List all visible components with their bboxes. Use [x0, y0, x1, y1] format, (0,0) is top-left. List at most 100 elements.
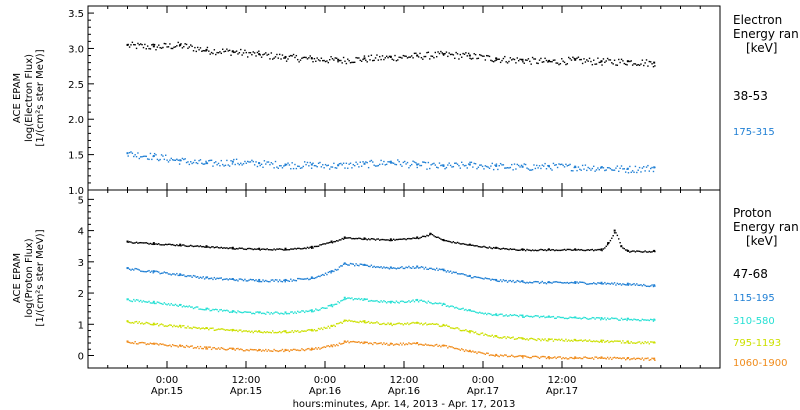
data-dot: [580, 281, 582, 284]
data-dot: [176, 325, 178, 327]
data-dot: [266, 331, 268, 333]
data-dot: [263, 248, 266, 251]
data-dot: [402, 324, 405, 326]
electron-ylabel-line-3: [1/(cm²s ster MeV)]: [35, 49, 46, 146]
data-dot: [429, 267, 431, 270]
data-dot: [345, 162, 348, 165]
data-dot: [151, 270, 153, 272]
data-dot: [435, 166, 438, 168]
data-dot: [245, 51, 248, 54]
data-dot: [644, 250, 646, 252]
data-dot: [490, 59, 492, 62]
data-dot: [409, 238, 411, 240]
proton-plot-frame: [87, 189, 721, 369]
data-dot: [476, 352, 478, 355]
data-dot: [219, 348, 221, 350]
data-dot: [196, 245, 199, 247]
data-dot: [309, 278, 311, 280]
data-dot: [395, 323, 398, 325]
data-dot: [377, 342, 380, 345]
data-point: [547, 356, 550, 359]
data-dot: [145, 321, 147, 324]
data-dot: [390, 267, 392, 269]
data-dot: [244, 350, 246, 352]
proton-ylabel-line-2: log(Proton Flux): [24, 238, 35, 317]
data-dot: [581, 164, 584, 167]
data-dot: [561, 163, 563, 166]
data-dot: [192, 307, 195, 310]
data-dot: [385, 55, 388, 58]
data-dot: [249, 278, 252, 281]
data-dot: [483, 334, 485, 337]
data-dot: [548, 248, 550, 251]
data-dot: [224, 164, 227, 167]
data-dot: [531, 282, 534, 284]
data-dot: [169, 43, 171, 45]
data-dot: [312, 330, 314, 332]
data-dot: [258, 311, 260, 314]
data-dot: [447, 55, 449, 58]
data-dot: [249, 247, 252, 250]
data-dot: [433, 302, 435, 305]
data-dot: [387, 56, 389, 59]
data-dot: [326, 164, 328, 167]
data-dot: [583, 281, 585, 284]
data-dot: [455, 327, 457, 329]
data-dot: [583, 249, 585, 252]
data-dot: [320, 166, 323, 168]
data-dot: [542, 339, 545, 341]
data-dot: [469, 331, 471, 334]
data-dot: [548, 166, 550, 168]
data-point: [468, 330, 471, 333]
data-dot: [379, 266, 381, 269]
data-dot: [352, 320, 355, 323]
data-dot: [531, 337, 534, 340]
data-dot: [444, 269, 446, 272]
data-dot: [391, 267, 393, 270]
data-point: [389, 160, 392, 163]
data-dot: [524, 163, 527, 166]
data-dot: [356, 264, 359, 267]
data-dot: [549, 316, 552, 318]
data-dot: [306, 246, 309, 249]
data-dot: [494, 335, 496, 337]
data-dot: [533, 338, 535, 341]
data-dot: [140, 270, 142, 272]
data-dot: [263, 350, 266, 352]
data-dot: [512, 279, 514, 282]
data-dot: [587, 166, 589, 169]
data-dot: [238, 163, 241, 166]
data-dot: [223, 348, 225, 350]
data-dot: [359, 161, 361, 163]
data-dot: [169, 159, 171, 161]
data-dot: [146, 158, 149, 160]
data-dot: [404, 322, 406, 325]
data-dot: [452, 241, 455, 243]
data-dot: [377, 266, 380, 268]
data-dot: [266, 161, 268, 163]
data-dot: [298, 247, 300, 250]
data-dot: [362, 58, 364, 61]
data-dot: [174, 46, 177, 48]
data-dot: [641, 318, 644, 321]
data-dot: [415, 342, 417, 345]
data-dot: [441, 164, 443, 166]
data-dot: [548, 338, 550, 341]
data-dot: [319, 309, 321, 311]
data-dot: [248, 247, 250, 250]
data-dot: [365, 322, 367, 324]
data-dot: [128, 241, 131, 243]
data-dot: [203, 278, 206, 280]
data-dot: [569, 57, 571, 60]
data-dot: [384, 164, 386, 166]
data-dot: [140, 341, 142, 344]
data-dot: [640, 251, 642, 253]
data-dot: [579, 168, 581, 171]
data-dot: [408, 237, 410, 240]
data-dot: [128, 341, 131, 344]
data-dot: [595, 317, 598, 319]
data-dot: [511, 280, 513, 283]
data-dot: [270, 52, 273, 54]
data-dot: [576, 57, 578, 59]
data-dot: [637, 284, 639, 286]
